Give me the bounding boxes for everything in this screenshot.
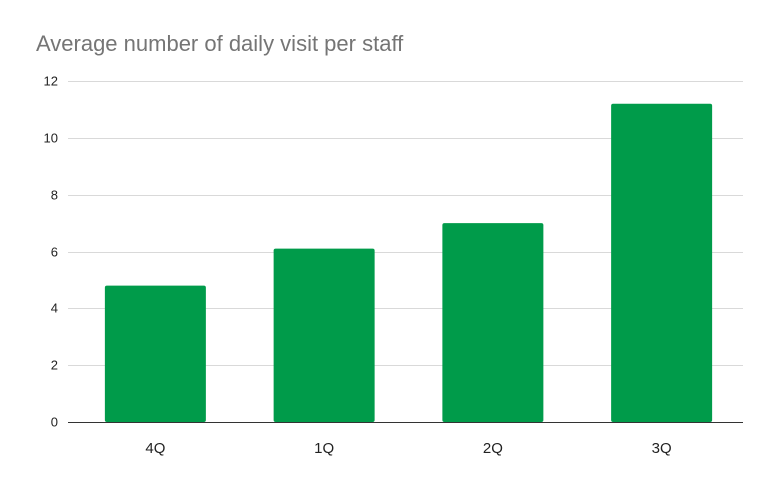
- y-tick-label: 6: [51, 245, 58, 260]
- x-tick-label: 3Q: [652, 440, 672, 457]
- bar-1q: [273, 248, 375, 422]
- chart-title: Average number of daily visit per staff: [36, 31, 404, 56]
- bar-2q: [442, 223, 544, 422]
- x-tick-label: 2Q: [483, 440, 503, 457]
- y-tick-label: 4: [51, 301, 58, 316]
- bars: [104, 103, 713, 422]
- y-tick-label: 8: [51, 188, 58, 203]
- bar-4q: [104, 285, 206, 422]
- y-tick-label: 2: [51, 358, 58, 373]
- x-tick-label: 4Q: [145, 440, 165, 457]
- y-tick-label: 0: [51, 415, 58, 430]
- bar-3q: [611, 103, 713, 422]
- y-tick-label: 12: [44, 74, 58, 89]
- x-tick-label: 1Q: [314, 440, 334, 457]
- y-axis-tick-labels: 0 2 4 6 8 10 12: [44, 74, 58, 430]
- x-axis-tick-labels: 4Q 1Q 2Q 3Q: [145, 440, 671, 457]
- y-tick-label: 10: [44, 131, 58, 146]
